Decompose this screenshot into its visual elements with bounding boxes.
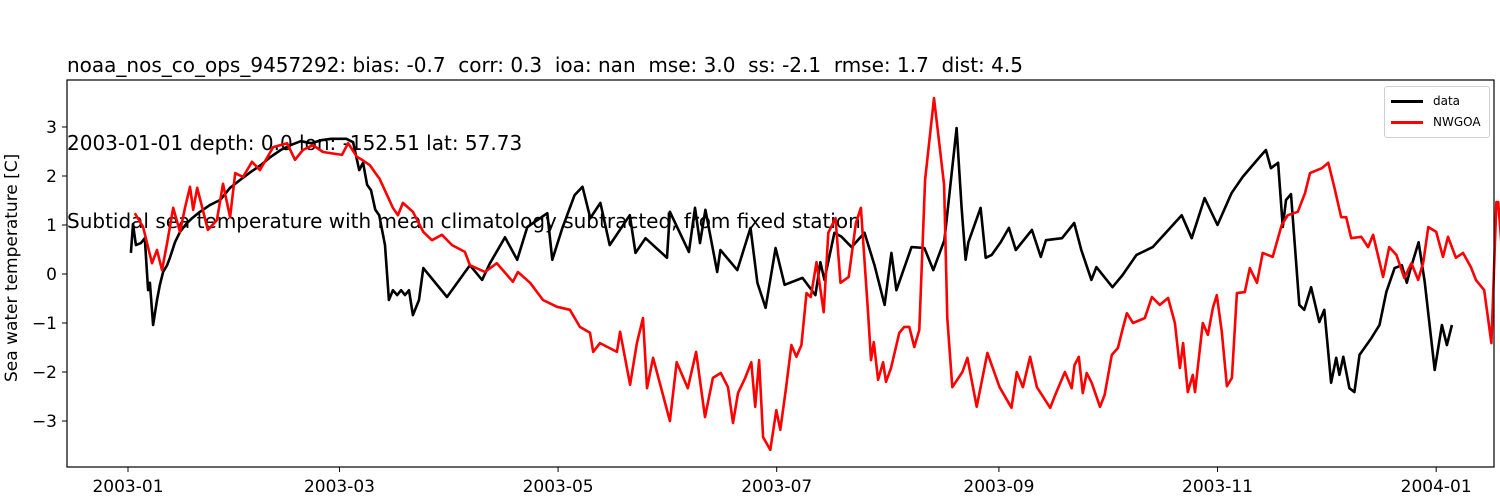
y-tick-label: 1 <box>46 216 57 236</box>
series-layer <box>129 96 1500 452</box>
series-line-nwgoa <box>133 96 1500 452</box>
title-line-location: 2003-01-01 depth: 0.0 lon: -152.51 lat: … <box>67 131 523 155</box>
legend-swatch-data <box>1391 99 1423 103</box>
legend-swatch-nwgoa <box>1391 120 1423 124</box>
y-tick-label: 0 <box>46 265 57 285</box>
x-tick-label: 2003-07 <box>741 477 812 497</box>
legend-label-data: data <box>1433 94 1461 108</box>
x-tick-label: 2003-03 <box>304 477 375 497</box>
y-axis-ticks: 3 2 1 0 −1 −2 −3 <box>32 118 67 432</box>
legend-item-nwgoa: NWGOA <box>1385 112 1481 132</box>
series-line-data <box>129 126 1454 394</box>
legend: data NWGOA <box>1384 86 1490 138</box>
x-tick-label: 2004-01 <box>1401 477 1472 497</box>
x-axis-ticks: 2003-01 2003-03 2003-05 2003-07 2003-09 2003-… <box>92 467 1472 497</box>
y-tick-label: 3 <box>46 118 57 138</box>
y-tick-label: −2 <box>32 363 57 383</box>
y-tick-label: 2 <box>46 167 57 187</box>
y-tick-label: −1 <box>32 314 57 334</box>
legend-label-nwgoa: NWGOA <box>1433 115 1481 129</box>
x-tick-label: 2003-05 <box>523 477 594 497</box>
y-tick-label: −3 <box>32 412 57 432</box>
x-tick-label: 2003-09 <box>963 477 1034 497</box>
title-line-metrics: noaa_nos_co_ops_9457292: bias: -0.7 corr… <box>67 53 1023 77</box>
x-tick-label: 2003-11 <box>1182 477 1253 497</box>
x-tick-label: 2003-01 <box>92 477 163 497</box>
legend-item-data: data <box>1385 91 1460 111</box>
